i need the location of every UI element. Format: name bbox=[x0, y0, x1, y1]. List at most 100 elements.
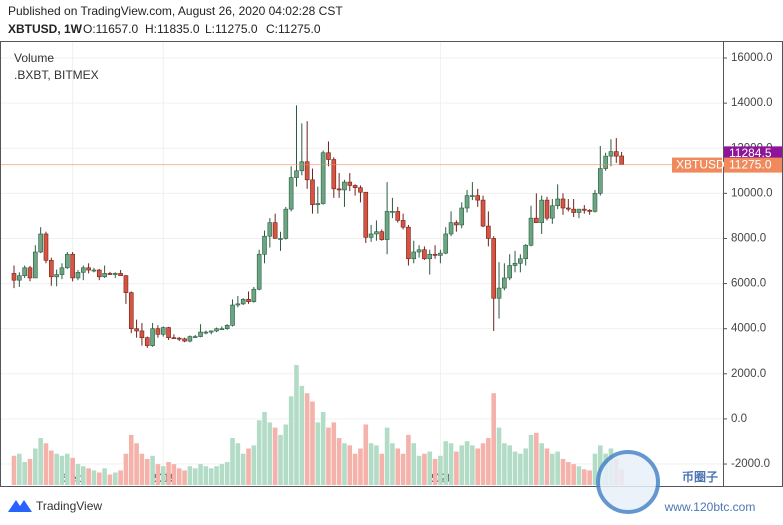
volume-bar bbox=[182, 470, 187, 485]
candle-body bbox=[17, 275, 22, 281]
candle-body bbox=[555, 198, 560, 207]
volume-bar bbox=[43, 443, 49, 485]
candle-body bbox=[363, 191, 369, 238]
volume-bar bbox=[235, 443, 241, 485]
candle-body bbox=[171, 337, 177, 340]
candle-body bbox=[38, 233, 43, 253]
volume-title: Volume bbox=[14, 51, 54, 65]
candle-body bbox=[448, 222, 454, 235]
volume-bar bbox=[288, 396, 294, 485]
candle-body bbox=[411, 251, 417, 260]
candle-body bbox=[427, 253, 433, 260]
volume-bar bbox=[96, 472, 102, 485]
candle-body bbox=[240, 299, 246, 305]
volume-bar bbox=[230, 438, 235, 485]
volume-bar bbox=[27, 458, 33, 485]
volume-bar bbox=[502, 443, 507, 485]
brand: TradingView bbox=[36, 499, 102, 513]
volume-bar bbox=[299, 385, 305, 485]
candle-body bbox=[336, 188, 342, 191]
candle-body bbox=[139, 330, 145, 339]
candle-body bbox=[75, 271, 81, 279]
watermark-url: www.120btc.com bbox=[664, 500, 756, 514]
candle-body bbox=[304, 161, 310, 181]
volume-bar bbox=[251, 445, 257, 485]
volume-bar bbox=[582, 469, 587, 485]
volume-bar bbox=[528, 434, 534, 485]
volume-bar bbox=[432, 458, 438, 485]
candle-body bbox=[102, 273, 107, 278]
candle-body bbox=[342, 181, 347, 191]
index-price-label: 11284.5 bbox=[729, 146, 772, 160]
candle-body bbox=[150, 328, 155, 346]
candle-body bbox=[128, 292, 134, 329]
volume-bar bbox=[374, 445, 379, 485]
candle-body bbox=[331, 159, 337, 190]
volume-bar bbox=[336, 438, 342, 485]
candle-body bbox=[571, 208, 576, 213]
volume-bar bbox=[443, 441, 449, 485]
volume-bar bbox=[459, 445, 465, 485]
candle-body bbox=[512, 262, 518, 266]
candle-body bbox=[49, 260, 54, 278]
candle-body bbox=[43, 233, 49, 261]
last-name-label: XBTUSD bbox=[676, 157, 725, 171]
candle-body bbox=[613, 151, 619, 157]
volume-bar bbox=[272, 427, 278, 485]
candle-body bbox=[480, 199, 486, 227]
candle-body bbox=[144, 337, 150, 346]
candle-body bbox=[438, 252, 443, 256]
candle-body bbox=[597, 168, 603, 194]
candle-body bbox=[320, 152, 326, 204]
volume-bar bbox=[17, 453, 22, 485]
volume-bar bbox=[406, 434, 411, 485]
volume-bar bbox=[22, 462, 27, 485]
candle-body bbox=[208, 330, 214, 333]
volume-bar bbox=[539, 443, 544, 485]
volume-bar bbox=[358, 448, 363, 485]
candle-body bbox=[432, 253, 438, 256]
candle-body bbox=[65, 253, 70, 269]
volume-bar bbox=[203, 466, 209, 485]
volume-bar bbox=[571, 464, 576, 485]
watermark: 币圈子 www.120btc.com bbox=[596, 450, 756, 514]
volume-bar bbox=[363, 424, 369, 485]
volume-bar bbox=[208, 468, 214, 485]
volume-bar bbox=[150, 455, 155, 485]
volume-bar bbox=[107, 474, 113, 485]
ohlc-low: L:11275.0 bbox=[205, 22, 258, 36]
volume-bar bbox=[54, 453, 59, 485]
candle-body bbox=[374, 231, 379, 235]
frame bbox=[0, 41, 783, 487]
candle-body bbox=[134, 328, 139, 332]
candle-body bbox=[112, 273, 118, 275]
volume-bar bbox=[187, 466, 193, 485]
ohlc-close: C:11275.0 bbox=[266, 22, 321, 36]
candle-body bbox=[96, 269, 102, 278]
volume-bar bbox=[262, 411, 267, 485]
candle-body bbox=[214, 328, 219, 332]
volume-bar bbox=[240, 453, 246, 485]
candle-body bbox=[278, 238, 283, 240]
volume-bar bbox=[112, 472, 118, 485]
volume-bar bbox=[534, 432, 539, 485]
watermark-text: 币圈子 bbox=[682, 469, 718, 484]
candle-body bbox=[107, 273, 113, 275]
volume-bar bbox=[304, 393, 310, 485]
candle-body bbox=[123, 275, 129, 293]
candle-body bbox=[251, 288, 257, 302]
candle-body bbox=[416, 249, 422, 253]
volume-bar bbox=[70, 457, 75, 485]
volume-bar bbox=[464, 441, 470, 485]
candle-body bbox=[400, 220, 406, 228]
volume-bar bbox=[171, 464, 177, 485]
volume-bar bbox=[214, 466, 219, 485]
last-price-label: 11275.0 bbox=[729, 157, 772, 171]
volume-bar bbox=[80, 466, 86, 485]
volume-bar bbox=[139, 453, 145, 485]
candle-body bbox=[310, 179, 315, 205]
y-tick-label: 4000.0 bbox=[731, 323, 766, 335]
candle-body bbox=[518, 258, 523, 264]
candle-body bbox=[587, 209, 592, 212]
candle-body bbox=[459, 207, 465, 226]
